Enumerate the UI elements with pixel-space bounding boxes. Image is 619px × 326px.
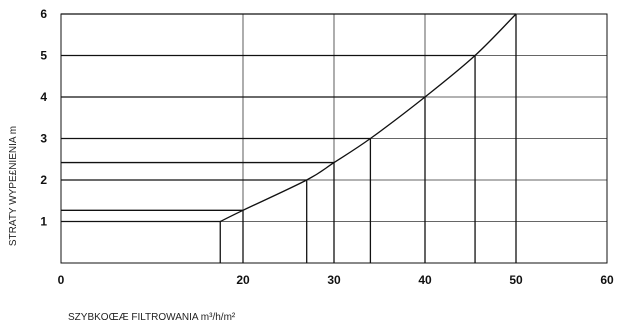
x-tick-labels: 0 20 30 40 50 60 [58,273,614,287]
y-tick-label: 6 [40,7,47,21]
x-tick-label: 50 [509,273,523,287]
series-line [219,13,517,223]
x-axis-label: SZYBKOŒÆ FILTROWANIA m³/h/m² [68,312,236,323]
y-tick-label: 3 [40,132,47,146]
plot-frame [60,13,608,264]
plot-border [60,13,608,264]
x-tick-label: 0 [58,273,65,287]
x-tick-label: 30 [327,273,341,287]
y-tick-label: 1 [40,215,47,229]
y-tick-label: 4 [40,90,47,104]
y-axis-label: STRATY WYPE£NIENIA m [8,126,19,246]
y-tick-label: 2 [40,173,47,187]
y-tick-labels: 1 2 3 4 5 6 [40,7,47,229]
x-tick-label: 40 [418,273,432,287]
curve [219,13,517,223]
x-tick-label: 60 [600,273,614,287]
y-tick-label: 5 [40,49,47,63]
x-tick-label: 20 [236,273,250,287]
